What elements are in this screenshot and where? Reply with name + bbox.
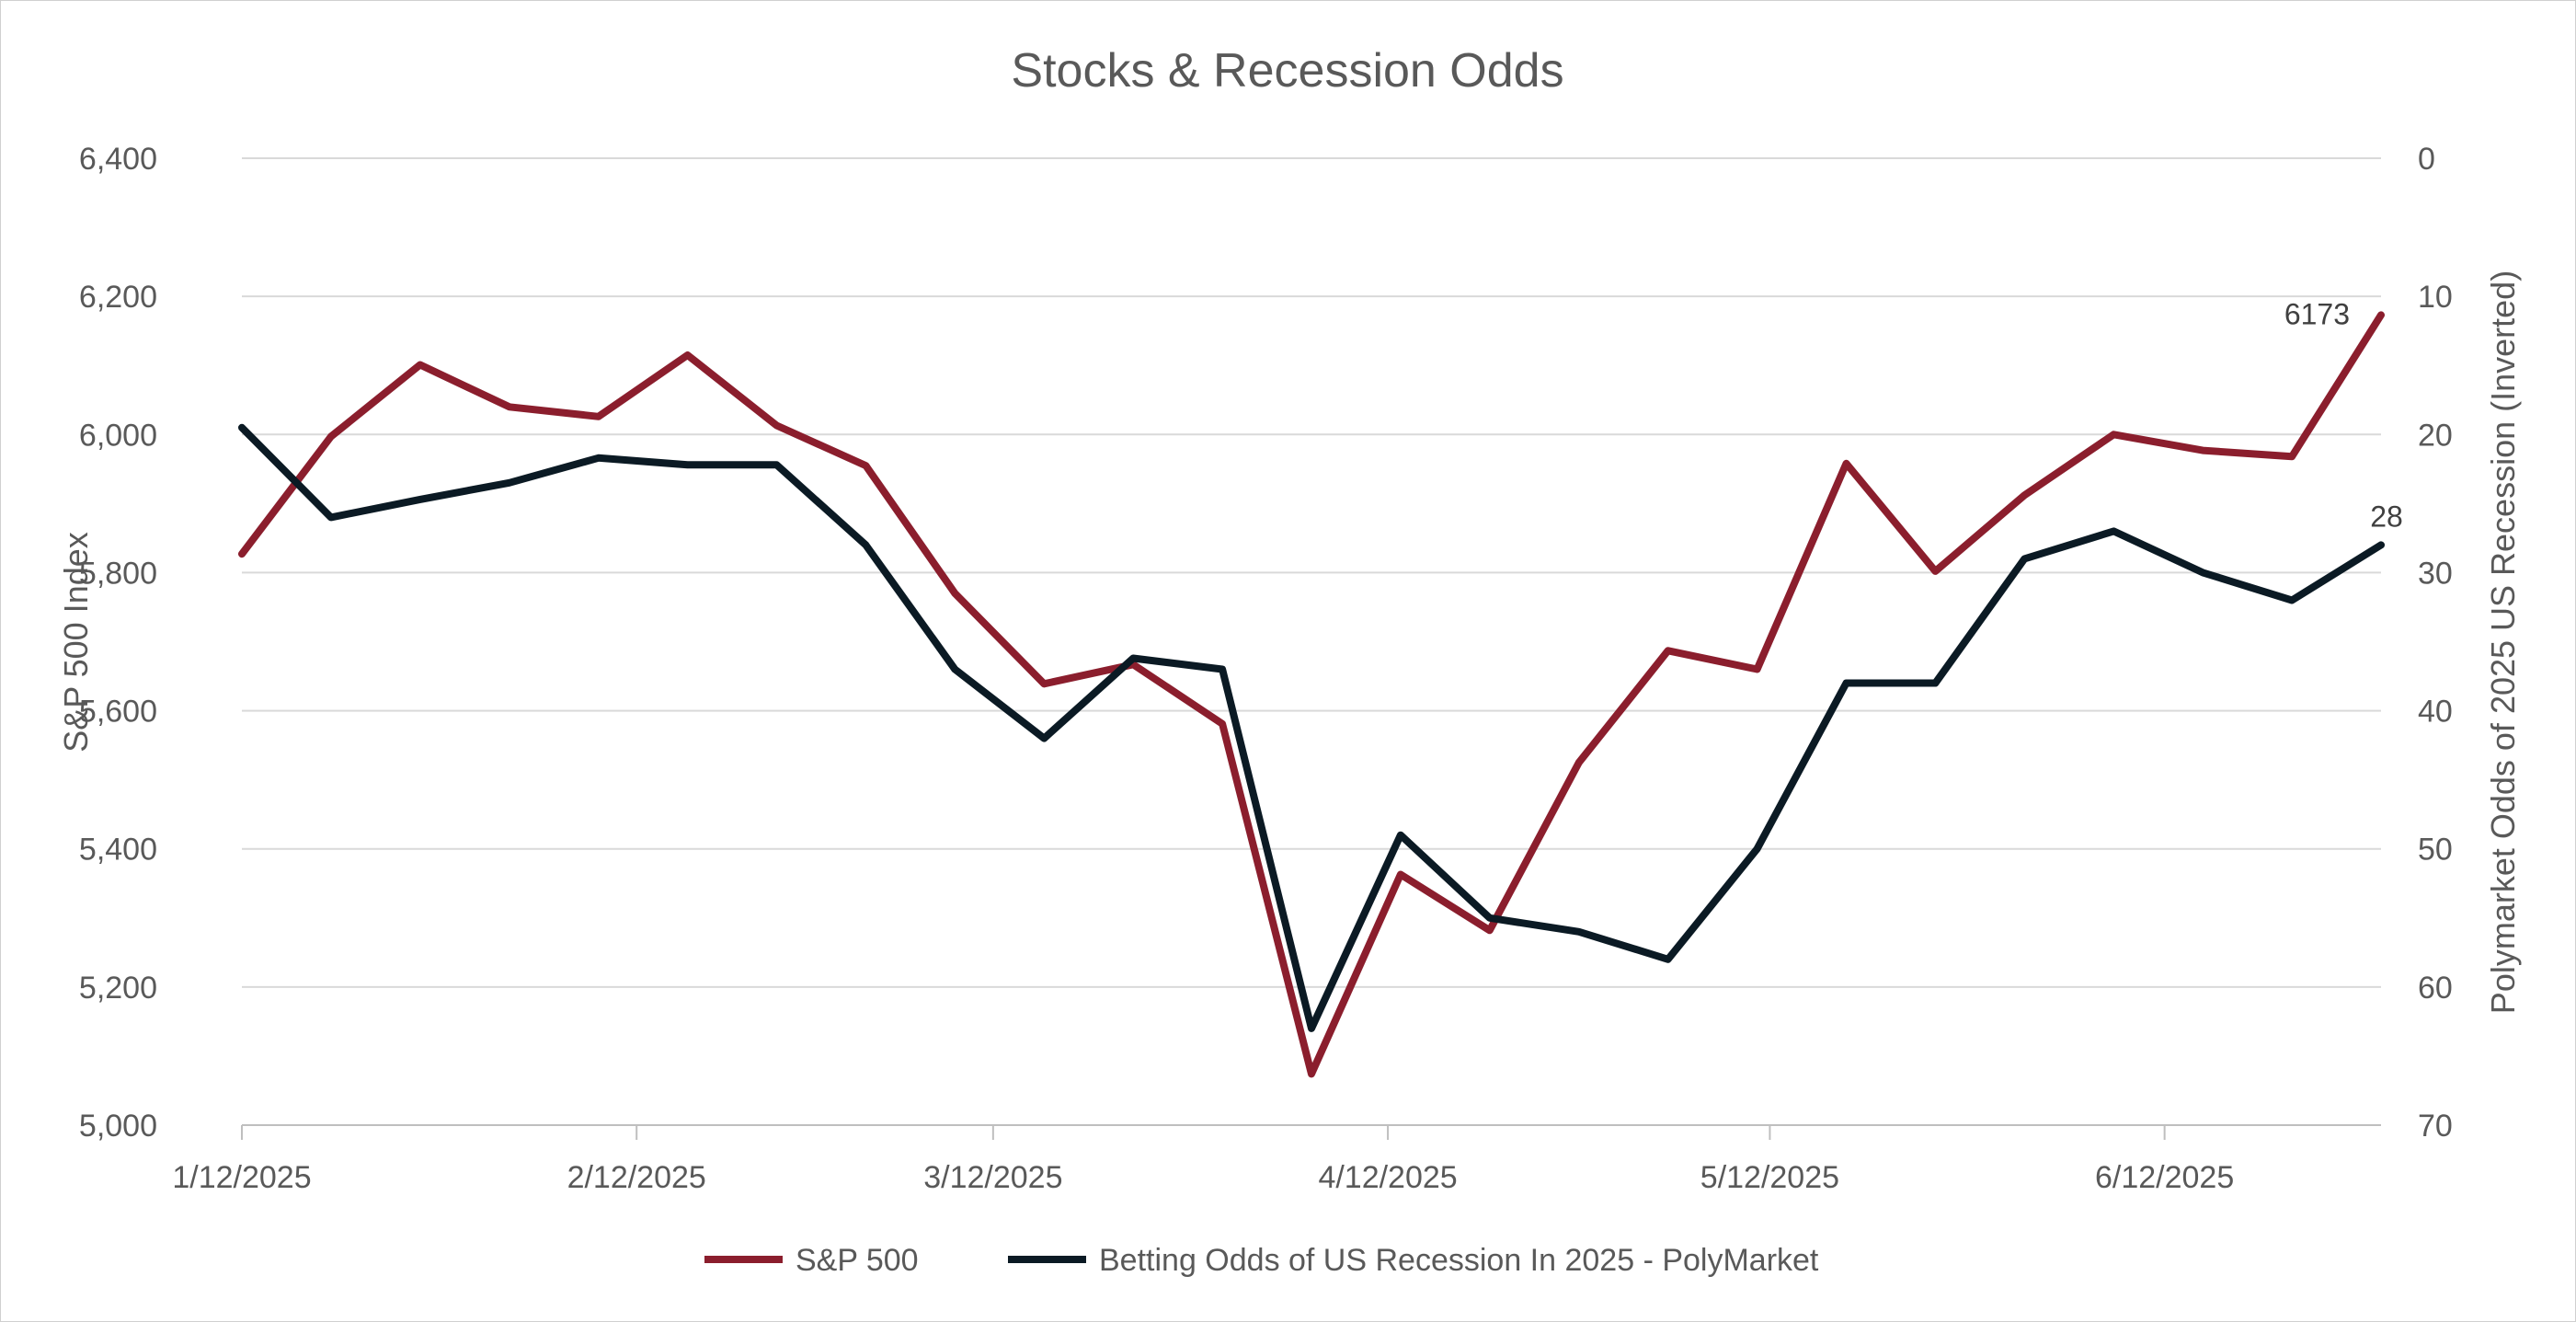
left-tick-label: 6,400 bbox=[79, 142, 157, 177]
x-axis-ticks: 1/12/2025 2/12/2025 3/12/2025 4/12/2025 5/12… bbox=[172, 1125, 2234, 1195]
right-tick-label: 20 bbox=[2418, 418, 2453, 453]
x-tick-label: 5/12/2025 bbox=[1700, 1160, 1839, 1195]
chart-title: Stocks & Recession Odds bbox=[1011, 44, 1563, 98]
right-axis-title: Polymarket Odds of 2025 US Recession (In… bbox=[2484, 270, 2522, 1014]
legend: S&P 500 Betting Odds of US Recession In … bbox=[704, 1243, 1819, 1278]
annotations: 6173 28 bbox=[2284, 297, 2403, 533]
right-tick-label: 50 bbox=[2418, 833, 2453, 868]
gridlines bbox=[242, 157, 2381, 988]
left-tick-label: 5,000 bbox=[79, 1109, 157, 1144]
recession-odds-line bbox=[238, 423, 2385, 1032]
left-tick-label: 5,400 bbox=[79, 833, 157, 868]
sp500-line bbox=[238, 311, 2385, 1078]
left-axis-ticks: 5,000 5,200 5,400 5,600 5,800 6,000 6,200 6,400 bbox=[79, 142, 157, 1144]
legend-label-sp500: S&P 500 bbox=[796, 1243, 919, 1278]
x-tick-label: 6/12/2025 bbox=[2095, 1160, 2234, 1195]
left-tick-label: 5,600 bbox=[79, 695, 157, 730]
left-tick-label: 5,800 bbox=[79, 556, 157, 591]
left-tick-label: 5,200 bbox=[79, 971, 157, 1006]
right-tick-label: 40 bbox=[2418, 695, 2453, 730]
x-tick-label: 2/12/2025 bbox=[567, 1160, 706, 1195]
right-tick-label: 30 bbox=[2418, 556, 2453, 591]
right-tick-label: 0 bbox=[2418, 142, 2435, 177]
x-tick-label: 3/12/2025 bbox=[923, 1160, 1062, 1195]
right-tick-label: 60 bbox=[2418, 971, 2453, 1006]
x-tick-label: 1/12/2025 bbox=[172, 1160, 311, 1195]
left-tick-label: 6,000 bbox=[79, 418, 157, 453]
x-tick-label: 4/12/2025 bbox=[1318, 1160, 1457, 1195]
left-tick-label: 6,200 bbox=[79, 280, 157, 315]
legend-label-polymarket: Betting Odds of US Recession In 2025 - P… bbox=[1099, 1243, 1819, 1278]
left-axis-title: S&P 500 Index bbox=[57, 532, 95, 753]
right-tick-label: 10 bbox=[2418, 280, 2453, 315]
series-lines bbox=[238, 311, 2385, 1078]
right-axis-ticks: 0 10 20 30 40 50 60 70 bbox=[2418, 142, 2453, 1144]
right-tick-label: 70 bbox=[2418, 1109, 2453, 1144]
recession-odds-last-value-label: 28 bbox=[2370, 500, 2403, 533]
sp500-last-value-label: 6173 bbox=[2284, 297, 2350, 330]
